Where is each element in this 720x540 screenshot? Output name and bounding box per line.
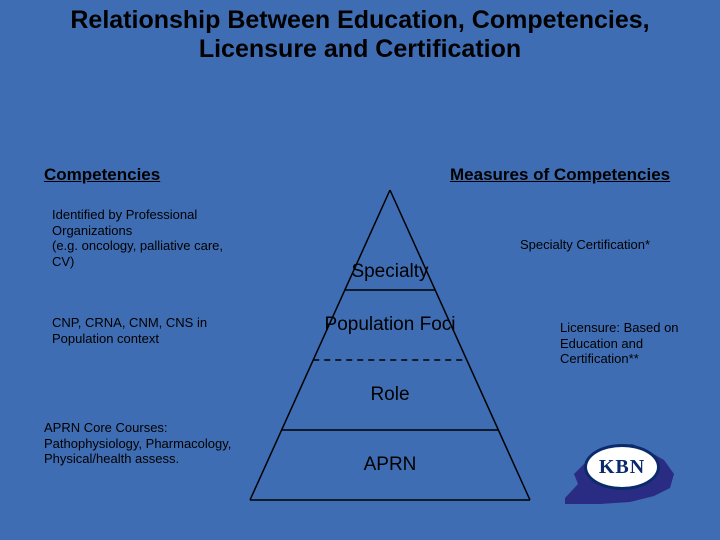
left-block-2: CNP, CRNA, CNM, CNS in Population contex…	[52, 315, 242, 346]
kbn-text: KBN	[599, 456, 645, 479]
pyramid-label-aprn: APRN	[270, 454, 510, 476]
pyramid-label-role: Role	[270, 384, 510, 406]
right-heading: Measures of Competencies	[450, 165, 670, 185]
kbn-oval: KBN	[584, 444, 660, 490]
right-block-1: Specialty Certification*	[520, 237, 710, 253]
pyramid-label-population: Population Foci	[270, 314, 510, 336]
slide-title: Relationship Between Education, Competen…	[60, 6, 660, 64]
left-block-1: Identified by Professional Organizations…	[52, 207, 242, 269]
pyramid-label-specialty: Specialty	[270, 261, 510, 283]
left-block-3: APRN Core Courses: Pathophysiology, Phar…	[44, 420, 244, 467]
kbn-logo: KBN	[560, 428, 680, 508]
right-block-2: Licensure: Based on Education and Certif…	[560, 320, 710, 367]
slide-root: Relationship Between Education, Competen…	[0, 0, 720, 540]
left-heading: Competencies	[44, 165, 160, 185]
